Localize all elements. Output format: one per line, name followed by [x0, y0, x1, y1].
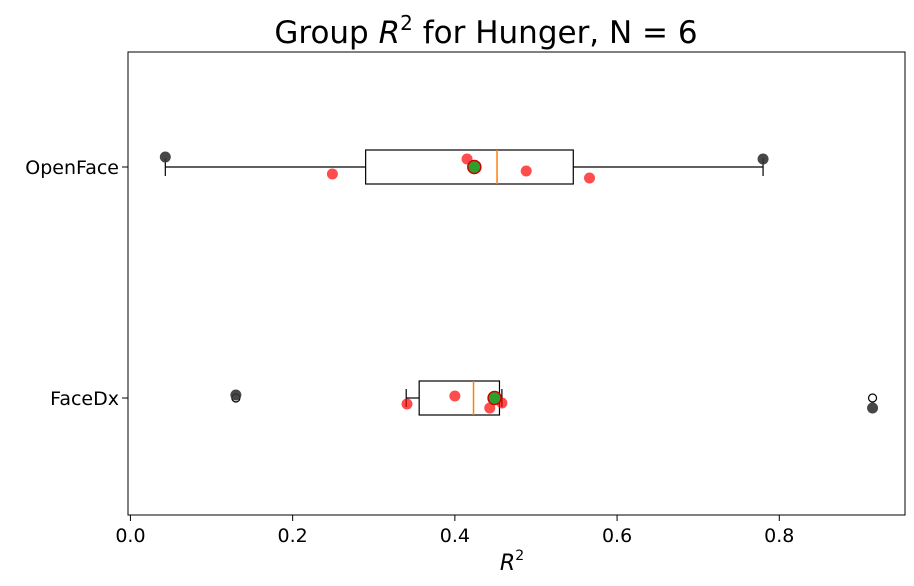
facedx-data-point [401, 398, 413, 410]
x-axis-label: R2 [500, 548, 524, 576]
openface-data-point [583, 172, 595, 184]
openface-mean-point [467, 159, 482, 175]
chart-title: Group R2 for Hunger, N = 6 [274, 11, 697, 51]
x-tick-label: 0.2 [278, 525, 308, 547]
facedx-data-point [449, 390, 461, 402]
y-tick-label-openface: OpenFace [25, 157, 119, 179]
axes-frame [127, 51, 906, 516]
y-tick-label-facedx: FaceDx [50, 388, 119, 410]
openface-extreme-point [159, 151, 171, 163]
x-tick-label: 0.0 [115, 525, 145, 547]
x-tick-label: 0.4 [440, 525, 470, 547]
openface-data-point [326, 168, 338, 180]
chart-title-variable: R [379, 15, 401, 51]
x-axis-label-variable: R [500, 551, 515, 576]
y-axis: OpenFace FaceDx [25, 157, 128, 410]
openface-box [365, 149, 574, 185]
plot-area [159, 149, 879, 416]
facedx-flier [867, 393, 878, 403]
facedx-extreme-point [230, 389, 242, 401]
facedx-data-point [484, 402, 496, 414]
x-tick-label: 0.8 [764, 525, 794, 547]
chart-title-suffix: for Hunger, N = 6 [413, 15, 698, 51]
openface-extreme-point [757, 153, 769, 165]
x-tick-label: 0.6 [602, 525, 632, 547]
x-axis: 0.0 0.2 0.4 0.6 0.8 [115, 515, 794, 547]
facedx-extreme-point [867, 402, 879, 414]
chart-title-prefix: Group [274, 15, 378, 51]
x-axis-label-exponent: 2 [515, 548, 524, 564]
chart-title-exponent: 2 [400, 11, 413, 35]
openface-data-point [520, 165, 532, 177]
facedx-mean-point [487, 390, 502, 406]
